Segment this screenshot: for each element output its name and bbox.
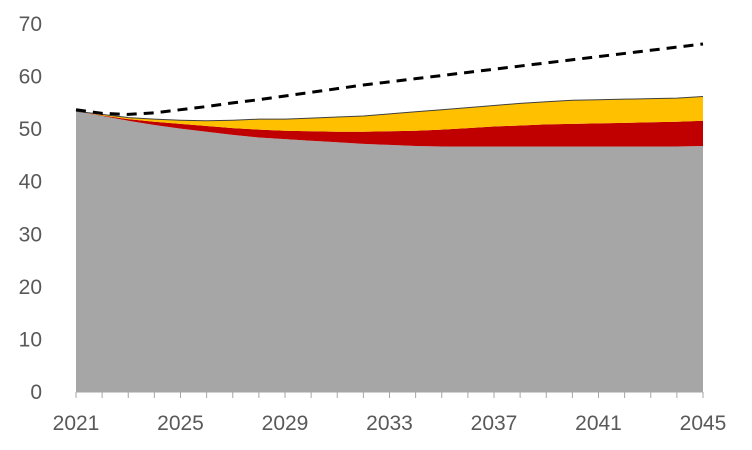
y-tick-label: 0 [30,381,42,404]
stack-top-outline [75,96,704,122]
x-tick-label: 2033 [366,412,413,435]
y-tick-label: 40 [19,171,42,194]
y-tick-label: 70 [19,13,42,36]
area-red-layer [76,111,703,147]
x-tick-label: 2021 [53,412,100,435]
y-tick-label: 30 [19,223,42,246]
x-tick-label: 2041 [575,412,622,435]
x-axis: 2021 2025 2029 2033 2037 2041 2045 [53,391,727,435]
x-tick-label: 2037 [471,412,518,435]
y-tick-label: 10 [19,328,42,351]
x-tick-label: 2045 [680,412,727,435]
x-tick-label: 2029 [262,412,309,435]
y-tick-label: 50 [19,118,42,141]
y-tick-label: 60 [19,66,42,89]
area-base [76,111,703,393]
y-tick-label: 20 [19,276,42,299]
line-dashed-line [75,42,704,116]
y-axis: 0 10 20 30 40 50 60 70 [19,13,42,404]
stacked-areas [76,96,703,393]
series-lines [75,42,704,122]
x-tick-label: 2025 [157,412,204,435]
